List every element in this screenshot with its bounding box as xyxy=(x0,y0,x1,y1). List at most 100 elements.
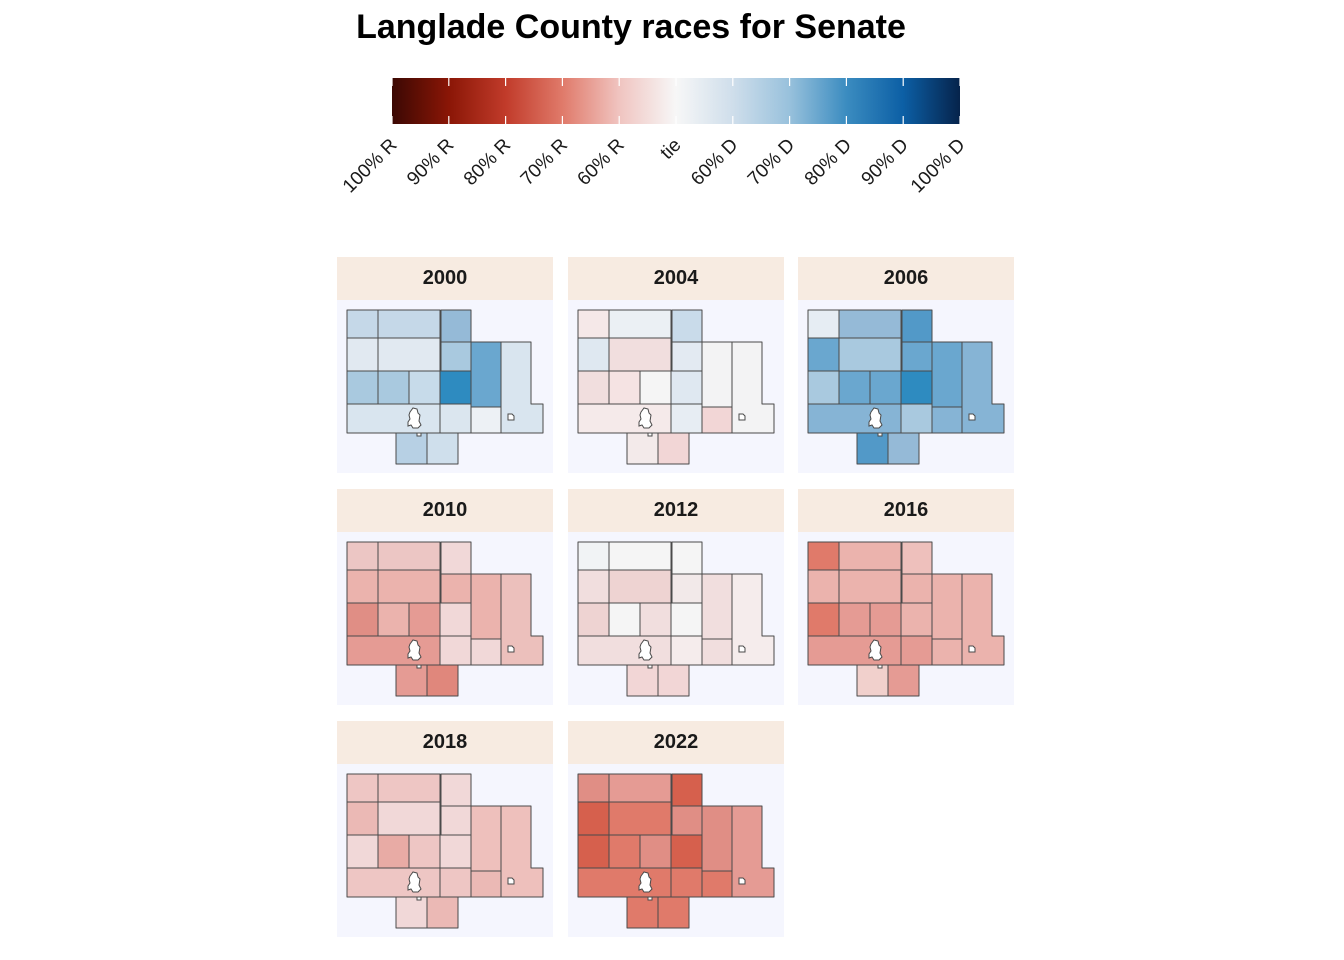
township-region xyxy=(626,896,659,929)
legend-label: 80% D xyxy=(801,135,856,190)
city-region xyxy=(638,871,653,893)
legend-label: 90% R xyxy=(403,135,458,190)
township-region xyxy=(608,370,641,405)
enclave-region xyxy=(647,664,653,669)
city-region xyxy=(868,639,883,661)
township-region xyxy=(608,569,672,604)
county-map xyxy=(807,309,1005,465)
panel-year-label: 2006 xyxy=(798,257,1014,300)
township-region xyxy=(900,635,933,666)
township-region xyxy=(657,432,690,465)
township-region xyxy=(639,370,672,405)
township-region xyxy=(577,602,610,637)
panel-year-label: 2018 xyxy=(337,721,553,764)
township-region xyxy=(439,635,472,666)
panel-year-label: 2010 xyxy=(337,489,553,532)
panel-year-label: 2016 xyxy=(798,489,1014,532)
township-region xyxy=(701,341,733,408)
township-region xyxy=(626,432,659,465)
township-region xyxy=(901,341,933,372)
township-region xyxy=(931,638,963,666)
township-region xyxy=(639,602,672,637)
township-region xyxy=(838,337,902,372)
township-region xyxy=(377,773,441,803)
township-region xyxy=(807,541,840,571)
township-region xyxy=(901,573,933,604)
township-region xyxy=(470,638,502,666)
township-region xyxy=(807,635,902,666)
township-region xyxy=(856,664,889,697)
township-region xyxy=(377,541,441,571)
county-map xyxy=(577,773,775,929)
township-region xyxy=(395,664,428,697)
township-region xyxy=(838,569,902,604)
township-region xyxy=(657,664,690,697)
township-region xyxy=(577,635,672,666)
township-region xyxy=(377,801,441,836)
legend-label: 80% R xyxy=(460,135,515,190)
township-region xyxy=(500,805,544,898)
enclave-region xyxy=(507,413,515,421)
township-region xyxy=(346,867,441,898)
township-region xyxy=(440,341,472,372)
township-region xyxy=(807,602,840,637)
township-region xyxy=(500,341,544,434)
township-region xyxy=(346,773,379,803)
enclave-region xyxy=(738,413,746,421)
township-region xyxy=(838,370,871,405)
township-region xyxy=(577,337,610,372)
township-region xyxy=(577,541,610,571)
township-region xyxy=(807,309,840,339)
panel-2016: 2016 xyxy=(798,489,1014,705)
township-region xyxy=(670,370,703,405)
township-region xyxy=(608,541,672,571)
township-region xyxy=(961,341,1005,434)
township-region xyxy=(671,573,703,604)
township-region xyxy=(900,403,933,434)
township-region xyxy=(608,337,672,372)
township-region xyxy=(807,337,840,372)
township-region xyxy=(671,541,703,575)
township-region xyxy=(701,638,733,666)
panel-2018: 2018 xyxy=(337,721,553,937)
township-region xyxy=(931,406,963,434)
township-region xyxy=(395,432,428,465)
township-region xyxy=(901,541,933,575)
township-region xyxy=(440,541,472,575)
township-region xyxy=(346,370,379,405)
township-region xyxy=(439,403,472,434)
township-region xyxy=(377,337,441,372)
township-region xyxy=(608,309,672,339)
township-region xyxy=(900,602,933,637)
panel-year-label: 2000 xyxy=(337,257,553,300)
county-map xyxy=(577,541,775,697)
township-region xyxy=(377,569,441,604)
township-region xyxy=(577,403,672,434)
city-region xyxy=(638,407,653,429)
township-region xyxy=(439,867,472,898)
township-region xyxy=(346,602,379,637)
township-region xyxy=(961,573,1005,666)
township-region xyxy=(701,805,733,872)
township-region xyxy=(439,602,472,637)
panel-year-label: 2004 xyxy=(568,257,784,300)
panel-2010: 2010 xyxy=(337,489,553,705)
township-region xyxy=(577,834,610,869)
township-region xyxy=(900,370,933,405)
enclave-region xyxy=(968,413,976,421)
township-region xyxy=(470,406,502,434)
township-region xyxy=(670,834,703,869)
county-map xyxy=(346,541,544,697)
township-region xyxy=(670,403,703,434)
enclave-region xyxy=(507,645,515,653)
legend-label: tie xyxy=(656,135,685,164)
legend-label: 70% R xyxy=(517,135,572,190)
township-region xyxy=(440,773,472,807)
township-region xyxy=(701,573,733,640)
township-region xyxy=(439,834,472,869)
township-region xyxy=(408,834,441,869)
township-region xyxy=(577,370,610,405)
township-region xyxy=(577,801,610,836)
enclave-region xyxy=(738,877,746,885)
